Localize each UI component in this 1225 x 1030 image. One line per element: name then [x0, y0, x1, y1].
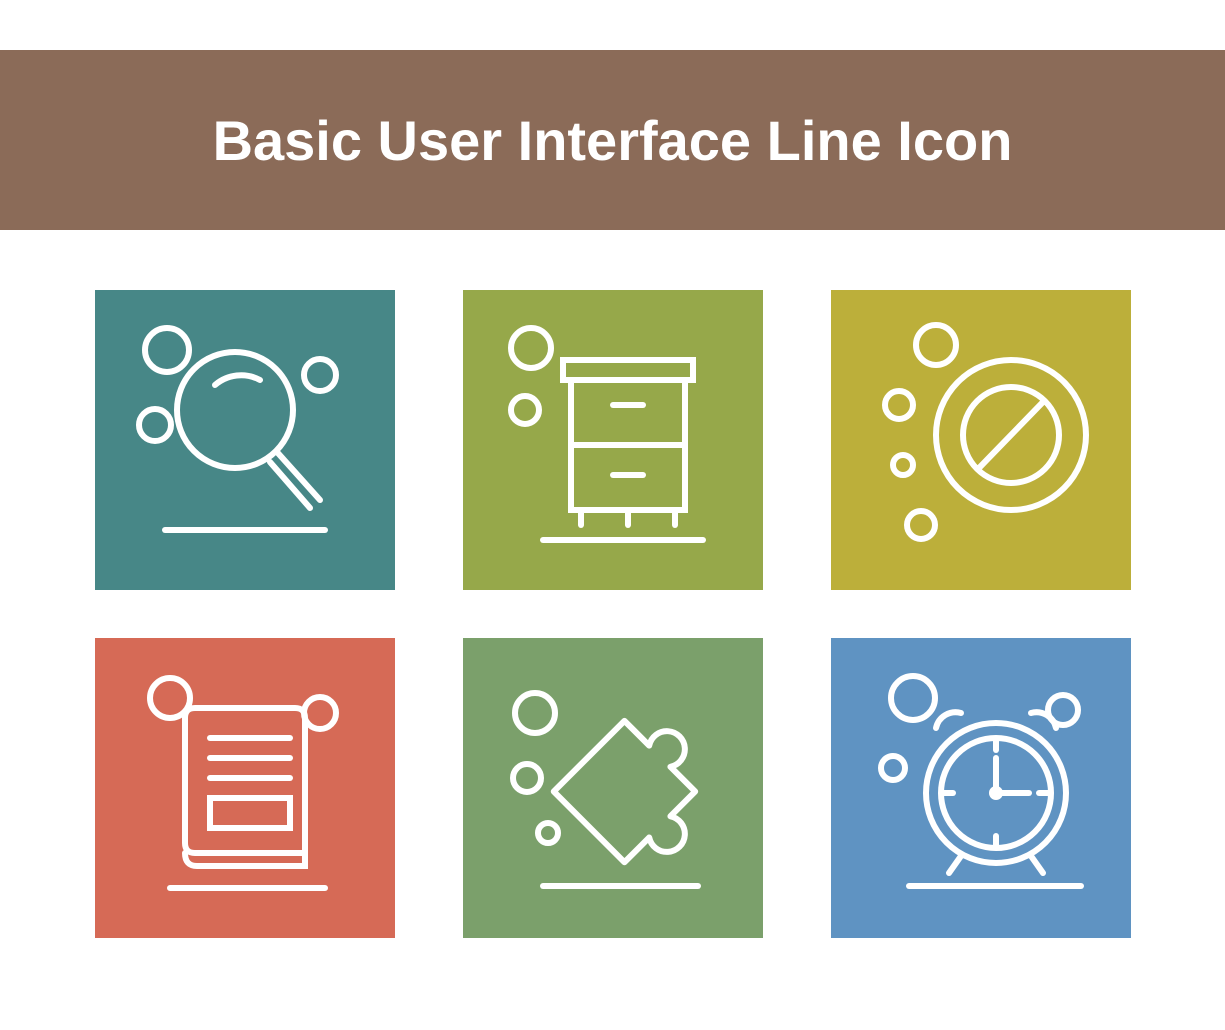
tile-prohibited: [831, 290, 1131, 590]
tile-archive: [463, 290, 763, 590]
tile-document: [95, 638, 395, 938]
page-title: Basic User Interface Line Icon: [213, 108, 1013, 173]
header-banner: Basic User Interface Line Icon: [0, 50, 1225, 230]
clock-icon: [831, 638, 1131, 938]
prohibited-icon: [831, 290, 1131, 590]
archive-drawer-icon: [463, 290, 763, 590]
tile-search: [95, 290, 395, 590]
tile-clock: [831, 638, 1131, 938]
puzzle-icon: [463, 638, 763, 938]
tile-puzzle: [463, 638, 763, 938]
icon-grid: [0, 290, 1225, 938]
document-icon: [95, 638, 395, 938]
search-icon: [95, 290, 395, 590]
